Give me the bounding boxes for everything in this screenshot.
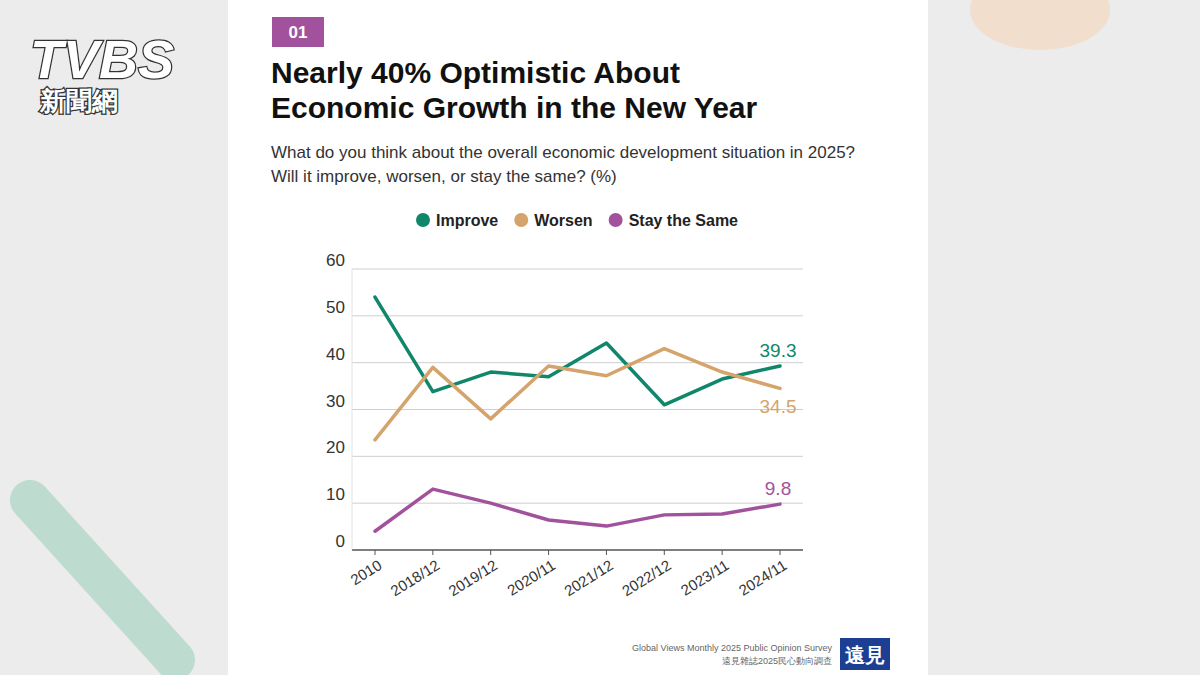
x-tick-label: 2020/11 (504, 556, 558, 599)
badge: 01 (289, 23, 308, 42)
grid-line (352, 362, 803, 363)
title: Nearly 40% Optimistic AboutEconomic Grow… (271, 56, 758, 124)
background (0, 0, 1200, 675)
y-tick-label: 60 (326, 251, 345, 270)
x-tick-label: 2023/11 (678, 556, 732, 599)
legend-swatch (609, 213, 623, 227)
series-line (375, 297, 780, 405)
y-tick-label: 20 (326, 438, 345, 457)
x-tick-label: 2022/12 (619, 556, 674, 599)
decor-blob (970, 0, 1110, 50)
grid-line (352, 503, 803, 504)
x-tick (548, 550, 549, 555)
publisher-box (840, 638, 890, 670)
text-line: What do you think about the overall econ… (271, 143, 855, 162)
x-tick (375, 550, 376, 555)
y-tick-label: 0 (336, 532, 345, 551)
x-tick (606, 550, 607, 555)
legend-label: Improve (436, 212, 498, 229)
legend-label: Worsen (534, 212, 592, 229)
broadcaster-sub: 新聞網 (39, 86, 118, 116)
legend-label: Stay the Same (629, 212, 738, 229)
text-line: Will it improve, worsen, or stay the sam… (271, 167, 617, 186)
y-tick-label: 30 (326, 392, 345, 411)
x-tick (722, 550, 723, 555)
x-tick (490, 550, 491, 555)
badge-box (272, 17, 324, 47)
grid-line (352, 409, 803, 410)
x-tick-label: 2021/12 (561, 556, 616, 599)
y-tick-label: 50 (326, 298, 345, 317)
data-label: 34.5 (760, 396, 797, 417)
y-axis-line (352, 269, 353, 550)
source-zh: 遠見雜誌2025民心動向調查 (722, 656, 832, 666)
lines (375, 297, 780, 531)
card (228, 0, 928, 675)
legend-swatch (514, 213, 528, 227)
decor-stroke (30, 500, 175, 660)
legend: Improve Worsen Stay the Same (416, 212, 738, 229)
subtitle: What do you think about the overall econ… (271, 143, 855, 186)
source: Global Views Monthly 2025 Public Opinion… (632, 643, 832, 653)
x-tick-label: 2024/11 (736, 556, 790, 599)
x-tick (664, 550, 665, 555)
series-line (375, 489, 780, 531)
series-line (375, 349, 780, 440)
x-tick-label: 2019/12 (445, 556, 500, 599)
publisher: 遠見 (845, 644, 885, 666)
chart-root: TVBS新聞網 01 Nearly 40% Optimistic AboutEcon… (0, 0, 1200, 675)
legend-swatch (416, 213, 430, 227)
grid-line (352, 315, 803, 316)
grid-line (352, 269, 803, 270)
x-tick (780, 550, 781, 555)
x-axis-line (352, 550, 803, 551)
y-tick-label: 40 (326, 345, 345, 364)
data-label: 9.8 (765, 478, 791, 499)
x-tick-label: 2010 (347, 556, 384, 588)
x-tick (432, 550, 433, 555)
text-line: Economic Growth in the New Year (271, 91, 758, 124)
x-tick-label: 2018/12 (387, 556, 442, 599)
y-tick-label: 10 (326, 485, 345, 504)
grid-line (352, 456, 803, 457)
data-label: 39.3 (760, 340, 797, 361)
text-line: Nearly 40% Optimistic About (271, 56, 680, 89)
grid-line (352, 550, 803, 551)
broadcaster-logo: TVBS (30, 29, 174, 89)
